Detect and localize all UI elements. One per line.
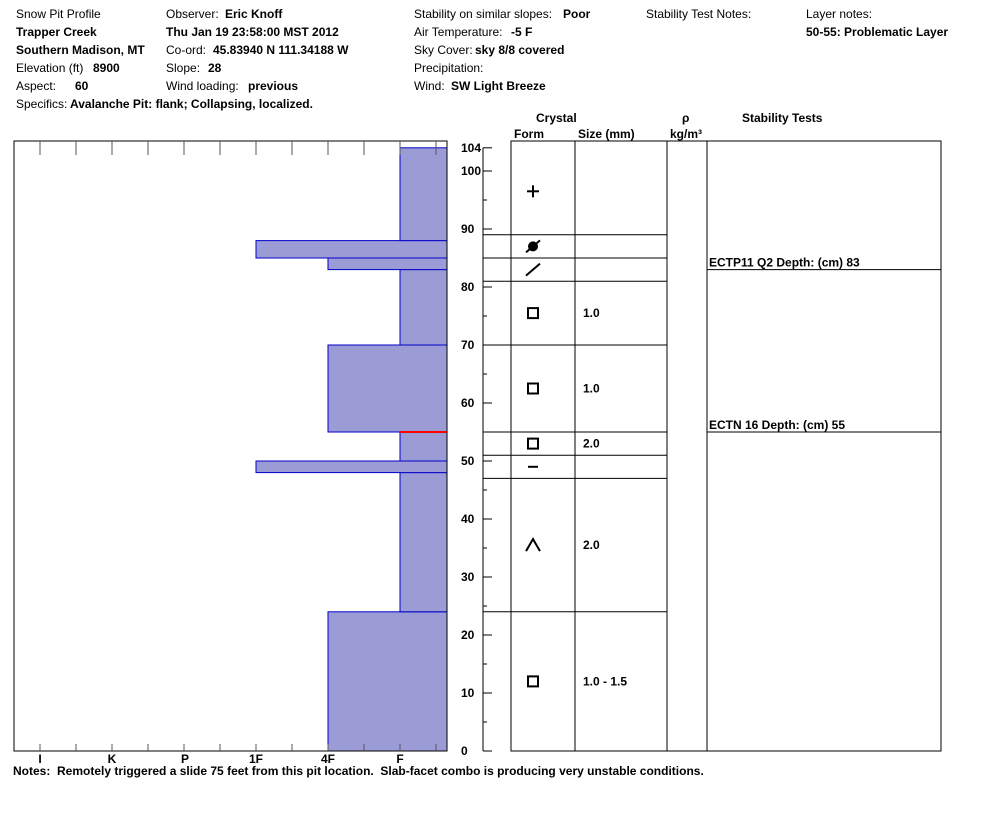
surface-hoar-stroke bbox=[525, 239, 541, 254]
crystal-size-label: 2.0 bbox=[583, 437, 600, 451]
wind-value: SW Light Breeze bbox=[451, 79, 546, 93]
sky-value: sky 8/8 covered bbox=[475, 43, 565, 57]
specifics-label: Specifics: bbox=[16, 97, 68, 111]
air-temp-label: Air Temperature: bbox=[414, 25, 503, 39]
slope-label: Slope: bbox=[166, 61, 201, 75]
stability-tests: ECTP11 Q2 Depth: (cm) 83 ECTN 16 Depth: (… bbox=[706, 140, 942, 752]
ice-crust-icon bbox=[525, 262, 541, 277]
stability-test-label: ECTN 16 Depth: (cm) 55 bbox=[709, 418, 845, 432]
hardness-tick-label: 1F bbox=[249, 752, 263, 766]
hardness-layer bbox=[327, 257, 448, 271]
facet-square bbox=[527, 437, 539, 450]
crystal-header: Crystal bbox=[536, 111, 577, 125]
hardness-layer bbox=[255, 240, 448, 259]
depth-tick-label: 50 bbox=[461, 454, 475, 468]
crystal-column: 1.0 - 1.5 2.0 2.0 1.0 1.0 bbox=[483, 140, 708, 752]
stability-tests-header: Stability Tests bbox=[742, 111, 823, 125]
coord-label: Co-ord: bbox=[166, 43, 207, 57]
depth-tick-label: 40 bbox=[461, 512, 475, 526]
depth-tick-label: 70 bbox=[461, 338, 475, 352]
crystal-size-label: 1.0 - 1.5 bbox=[583, 674, 627, 688]
aspect-label: Aspect: bbox=[16, 79, 57, 93]
hardness-layer bbox=[399, 431, 448, 462]
hardness-layer bbox=[327, 611, 448, 752]
facet-icon bbox=[527, 675, 539, 688]
coord-value: 45.83940 N 111.34188 W bbox=[213, 43, 349, 57]
size-header: Size (mm) bbox=[578, 127, 635, 141]
hardness-layer bbox=[399, 472, 448, 613]
depth-hoar-icon bbox=[525, 537, 541, 552]
form-header: Form bbox=[514, 127, 544, 141]
crystal-table-frame bbox=[510, 140, 708, 752]
observer-value: Eric Knoff bbox=[225, 7, 283, 21]
axis-ticks: 0 10 20 30 40 50 60 70 80 90 100 104 bbox=[461, 141, 492, 758]
crystal-size-label: 1.0 bbox=[583, 306, 600, 320]
chart-frame: I K P 1F 4F F bbox=[13, 140, 448, 766]
slope-value: 28 bbox=[208, 61, 222, 75]
observer-label: Observer: bbox=[166, 7, 219, 21]
elevation-value: 8900 bbox=[93, 61, 120, 75]
hardness-tick-label: F bbox=[396, 752, 403, 766]
depth-tick-label: 60 bbox=[461, 396, 475, 410]
depth-tick-label: 80 bbox=[461, 280, 475, 294]
hardness-layer bbox=[399, 269, 448, 346]
elevation-label: Elevation (ft) bbox=[16, 61, 84, 75]
hardness-layer bbox=[255, 460, 448, 474]
hardness-layer bbox=[327, 344, 448, 433]
crystal-size-label: 1.0 bbox=[583, 382, 600, 396]
hardness-tick-label: I bbox=[38, 752, 41, 766]
hardness-plot-frame bbox=[13, 140, 448, 752]
facet-icon bbox=[527, 382, 539, 395]
depth-tick-label: 20 bbox=[461, 628, 475, 642]
facet-square bbox=[527, 675, 539, 688]
crust-slash bbox=[525, 262, 541, 277]
depth-tick-label: 10 bbox=[461, 686, 475, 700]
aspect-value: 60 bbox=[75, 79, 89, 93]
density-unit-header: kg/m³ bbox=[670, 127, 703, 141]
depth-tick-label: 104 bbox=[461, 141, 481, 155]
range: Southern Madison, MT bbox=[16, 43, 145, 57]
sky-label: Sky Cover: bbox=[414, 43, 473, 57]
hardness-layer bbox=[399, 147, 448, 242]
notes: Notes: Remotely triggered a slide 75 fee… bbox=[13, 764, 704, 778]
stability-test-label: ECTP11 Q2 Depth: (cm) 83 bbox=[709, 256, 860, 270]
depth-tick-label: 30 bbox=[461, 570, 475, 584]
facet-square bbox=[527, 307, 539, 320]
hardness-tick-label: P bbox=[181, 752, 189, 766]
new-snow-icon bbox=[527, 185, 539, 198]
datetime: Thu Jan 19 23:58:00 MST 2012 bbox=[166, 25, 339, 39]
stability-label: Stability on similar slopes: bbox=[414, 7, 553, 21]
wind-loading-value: previous bbox=[248, 79, 299, 93]
stability-value: Poor bbox=[563, 7, 591, 21]
stability-tests-frame bbox=[706, 140, 942, 752]
layer-notes-value: 50-55: Problematic Layer bbox=[806, 25, 949, 39]
facet-square bbox=[527, 382, 539, 395]
surface-hoar-icon bbox=[525, 239, 541, 254]
air-temp-value: -5 F bbox=[511, 25, 533, 39]
facet-icon bbox=[527, 437, 539, 450]
hardness-tick-label: 4F bbox=[321, 752, 335, 766]
facet-icon bbox=[527, 307, 539, 320]
wind-loading-label: Wind loading: bbox=[166, 79, 239, 93]
hardness-layers bbox=[255, 147, 448, 752]
depth-tick-label: 100 bbox=[461, 164, 481, 178]
profile-title: Snow Pit Profile bbox=[16, 7, 101, 21]
depth-tick-label: 0 bbox=[461, 744, 468, 758]
location: Trapper Creek bbox=[16, 25, 97, 39]
depth-hoar-caret bbox=[525, 537, 541, 552]
crystal-size-label: 2.0 bbox=[583, 538, 600, 552]
hardness-tick-label: K bbox=[108, 752, 117, 766]
wind-label: Wind: bbox=[414, 79, 445, 93]
stability-test-notes-label: Stability Test Notes: bbox=[646, 7, 752, 21]
depth-tick-label: 90 bbox=[461, 222, 475, 236]
layer-notes-label: Layer notes: bbox=[806, 7, 873, 21]
rho-header: ρ bbox=[682, 111, 690, 125]
precip-label: Precipitation: bbox=[414, 61, 484, 75]
specifics-value: Avalanche Pit: flank; Collapsing, locali… bbox=[70, 97, 313, 111]
